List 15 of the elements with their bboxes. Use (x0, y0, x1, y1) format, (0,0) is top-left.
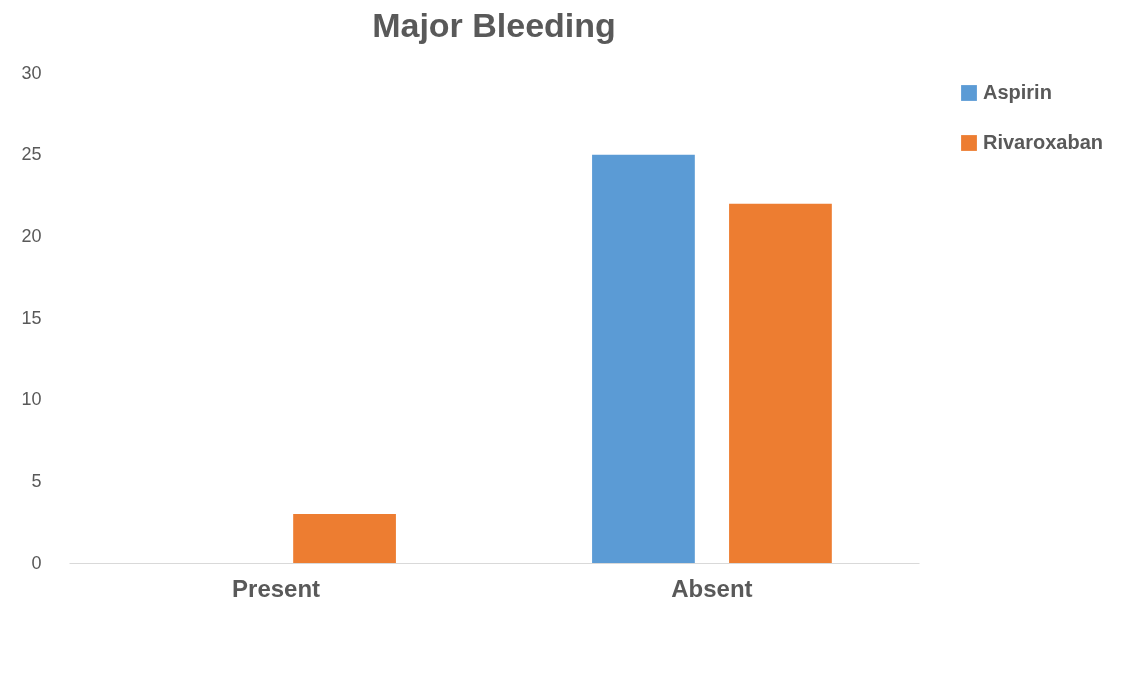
chart-title: Major Bleeding (372, 6, 616, 44)
bar (729, 203, 832, 563)
bar (592, 154, 695, 563)
x-tick-label: Absent (671, 574, 753, 602)
y-tick-label: 10 (21, 389, 42, 410)
y-tick-label: 30 (21, 62, 42, 83)
bar (293, 514, 396, 563)
x-tick-label: Present (232, 574, 321, 602)
legend-label: Rivaroxaban (983, 131, 1104, 153)
legend-label: Aspirin (983, 81, 1052, 103)
y-tick-label: 20 (21, 225, 42, 246)
y-tick-label: 5 (31, 470, 42, 491)
y-tick-label: 15 (21, 307, 42, 328)
y-tick-label: 25 (21, 144, 42, 165)
y-tick-label: 0 (31, 552, 42, 573)
